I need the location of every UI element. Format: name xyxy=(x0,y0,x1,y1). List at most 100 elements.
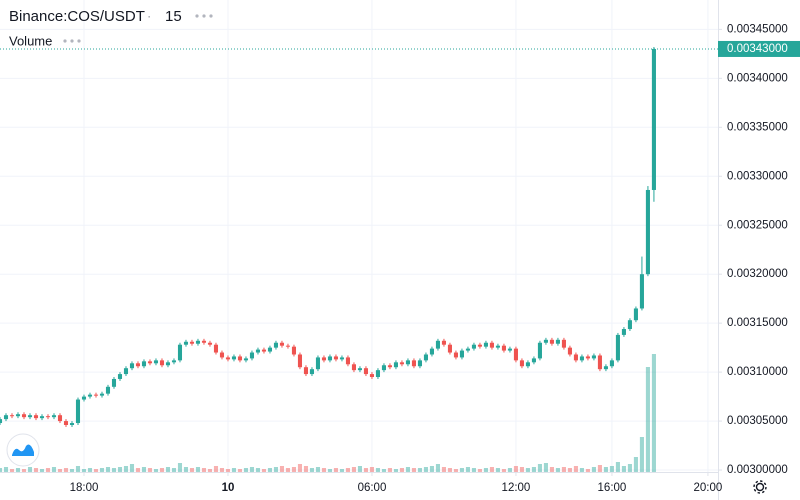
x-tick-label: 20:00 xyxy=(694,482,723,494)
candle-body xyxy=(501,345,506,351)
volume-bar xyxy=(21,469,27,472)
volume-bar xyxy=(525,468,530,472)
candle-body xyxy=(153,360,159,364)
candle-body xyxy=(609,360,614,367)
volume-bar xyxy=(621,466,626,472)
candle-body xyxy=(651,48,656,190)
settings-gear[interactable] xyxy=(753,480,767,494)
volume-bar xyxy=(411,468,416,472)
volume-bar xyxy=(399,468,404,472)
volume-menu-dots[interactable] xyxy=(63,39,81,43)
volume-bar xyxy=(111,468,117,472)
candle-body xyxy=(303,367,309,375)
candle-body xyxy=(333,356,339,360)
candle-body xyxy=(45,416,51,418)
candle-body xyxy=(417,360,422,367)
candle-body xyxy=(315,357,321,370)
volume-bar xyxy=(171,468,177,472)
candle-body xyxy=(597,355,602,370)
volume-bar xyxy=(495,468,500,472)
volume-bar xyxy=(333,468,339,472)
candle-body xyxy=(261,349,267,352)
candle-body xyxy=(273,342,279,348)
candle-body xyxy=(63,421,69,425)
volume-bar xyxy=(543,463,548,472)
candle-body xyxy=(573,354,578,361)
candle-body xyxy=(57,415,63,422)
volume-bar xyxy=(291,467,297,472)
candle-body xyxy=(3,415,9,420)
candle-body xyxy=(279,342,285,346)
volume-bar xyxy=(351,467,357,472)
volume-bar xyxy=(33,468,39,472)
candle-body xyxy=(327,356,333,361)
volume-bar xyxy=(57,469,63,472)
candle-body xyxy=(393,362,398,368)
candle-body xyxy=(423,354,428,361)
candle-body xyxy=(627,320,632,330)
volume-bar xyxy=(279,466,285,472)
candle-body xyxy=(207,342,213,345)
candle-body xyxy=(291,346,297,355)
candle-body xyxy=(525,362,530,367)
candle-body xyxy=(615,334,620,361)
volume-bar xyxy=(381,469,386,472)
volume-bar xyxy=(285,468,291,472)
candle-body xyxy=(21,414,27,418)
volume-bar xyxy=(213,466,219,472)
candle-body xyxy=(339,357,345,360)
candle-body xyxy=(297,354,303,368)
candle-body xyxy=(105,386,111,394)
candle-body xyxy=(363,368,368,375)
candle-body xyxy=(141,361,147,367)
volume-bar xyxy=(579,468,584,472)
x-tick-label: 06:00 xyxy=(358,482,387,494)
volume-bar xyxy=(243,468,249,472)
symbol-title: Binance:COS/USDT xyxy=(9,8,145,25)
volume-bar xyxy=(153,469,159,472)
y-tick-label: 0.00315000 xyxy=(727,317,788,329)
volume-bar xyxy=(603,467,608,472)
volume-bar xyxy=(51,467,57,472)
candle-body xyxy=(591,355,596,359)
volume-bar xyxy=(429,466,434,472)
candle-body xyxy=(147,361,153,364)
candle-body xyxy=(633,308,638,321)
candle-body xyxy=(369,374,374,378)
candle-body xyxy=(75,399,81,424)
candle-body xyxy=(87,394,93,397)
candle-body xyxy=(531,358,536,363)
y-tick-label: 0.00325000 xyxy=(727,219,788,231)
candle-body xyxy=(0,419,3,424)
volume-bar xyxy=(183,467,189,472)
candle-body xyxy=(111,378,117,387)
candle-body xyxy=(435,340,440,349)
volume-bar xyxy=(561,467,566,472)
candle-body xyxy=(177,344,183,361)
candle-body xyxy=(351,364,357,371)
candle-body xyxy=(321,357,327,361)
price-axis: 0.00300000 0.00305000 0.00310000 0.00315000… xyxy=(718,23,800,476)
volume-label: Volume xyxy=(9,33,52,48)
menu-dots[interactable] xyxy=(195,14,213,18)
logo-button[interactable] xyxy=(6,433,40,467)
candle-body xyxy=(477,344,482,347)
candle-body xyxy=(213,344,219,353)
volume-bar xyxy=(531,467,536,472)
candle-body xyxy=(471,344,476,349)
volume-bar xyxy=(27,467,33,472)
volume-bar xyxy=(585,469,590,472)
candle-body xyxy=(549,339,554,344)
candle-body xyxy=(375,370,380,378)
volume-bar xyxy=(501,469,506,472)
candle-body xyxy=(645,189,650,275)
volume-bar xyxy=(261,469,267,472)
volume-bar xyxy=(339,469,345,472)
volume-bar xyxy=(147,468,153,472)
candle-body xyxy=(579,356,584,361)
volume-bar xyxy=(651,354,656,472)
volume-bar xyxy=(489,467,494,472)
candle-body xyxy=(495,345,500,348)
candle-body xyxy=(585,356,590,359)
volume-bar xyxy=(567,468,572,472)
